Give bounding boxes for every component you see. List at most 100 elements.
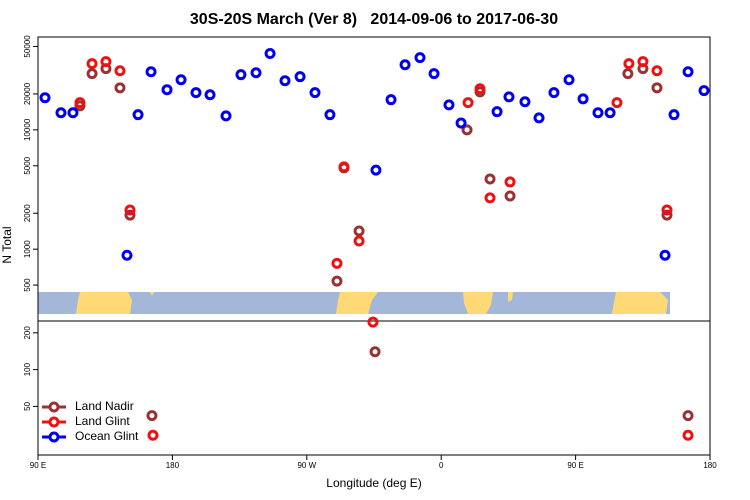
point bbox=[533, 112, 545, 124]
point bbox=[235, 69, 247, 81]
point bbox=[220, 110, 232, 122]
point bbox=[455, 117, 467, 129]
point bbox=[132, 109, 144, 121]
point bbox=[294, 71, 306, 83]
x-tick-label: 180 bbox=[703, 461, 717, 470]
point bbox=[145, 66, 157, 78]
point bbox=[577, 93, 589, 105]
point bbox=[86, 68, 98, 80]
y-tick-label: 20000 bbox=[23, 82, 32, 105]
x-axis-label: Longitude (deg E) bbox=[326, 476, 421, 490]
point bbox=[175, 74, 187, 86]
point bbox=[428, 68, 440, 80]
point bbox=[67, 107, 79, 119]
y-tick-label: 2000 bbox=[23, 204, 32, 222]
y-tick-label: 1000 bbox=[23, 240, 32, 258]
point bbox=[331, 257, 343, 269]
x-tick-label: 90 W bbox=[297, 461, 316, 470]
point bbox=[146, 410, 158, 422]
point bbox=[324, 109, 336, 121]
legend-marker bbox=[48, 431, 60, 443]
point bbox=[484, 173, 496, 185]
x-tick-label: 90 E bbox=[30, 461, 46, 470]
x-tick-label: 90 E bbox=[567, 461, 583, 470]
legend-label: Ocean Glint bbox=[75, 429, 139, 443]
point bbox=[385, 94, 397, 106]
x-tick-label: 180 bbox=[166, 461, 180, 470]
point bbox=[250, 67, 262, 79]
point bbox=[503, 91, 515, 103]
y-tick-label: 10000 bbox=[23, 118, 32, 141]
point bbox=[124, 204, 136, 216]
point bbox=[651, 65, 663, 77]
point bbox=[414, 52, 426, 64]
point bbox=[370, 164, 382, 176]
x-tick-label: 0 bbox=[439, 461, 444, 470]
point bbox=[121, 249, 133, 261]
point bbox=[399, 59, 411, 71]
point bbox=[548, 87, 560, 99]
y-tick-label: 50000 bbox=[23, 35, 32, 58]
point bbox=[611, 97, 623, 109]
point bbox=[461, 124, 473, 136]
point bbox=[367, 316, 379, 328]
legend-label: Land Glint bbox=[75, 414, 130, 428]
y-tick-label: 500 bbox=[23, 278, 32, 292]
point bbox=[74, 97, 86, 109]
point bbox=[604, 107, 616, 119]
point bbox=[147, 429, 159, 441]
chart-title: 30S-20S March (Ver 8) 2014-09-06 to 2017… bbox=[190, 11, 558, 28]
point bbox=[86, 58, 98, 70]
point bbox=[462, 97, 474, 109]
point bbox=[622, 68, 634, 80]
point bbox=[190, 87, 202, 99]
y-axis-label: N Total bbox=[0, 226, 14, 263]
point bbox=[39, 92, 51, 104]
point bbox=[504, 176, 516, 188]
point bbox=[698, 85, 710, 97]
point bbox=[338, 161, 350, 173]
legend-label: Land Nadir bbox=[75, 399, 134, 413]
point bbox=[161, 84, 173, 96]
point bbox=[491, 106, 503, 118]
point bbox=[563, 74, 575, 86]
point bbox=[114, 65, 126, 77]
point bbox=[124, 209, 136, 221]
point bbox=[474, 83, 486, 95]
point bbox=[353, 225, 365, 237]
point bbox=[504, 190, 516, 202]
legend-marker bbox=[48, 401, 60, 413]
point bbox=[204, 89, 216, 101]
point bbox=[519, 96, 531, 108]
plot-frame bbox=[37, 36, 711, 456]
point bbox=[623, 58, 635, 70]
legend-marker bbox=[48, 416, 60, 428]
point bbox=[353, 235, 365, 247]
point bbox=[651, 82, 663, 94]
point bbox=[55, 107, 67, 119]
point bbox=[309, 87, 321, 99]
point bbox=[331, 275, 343, 287]
point bbox=[279, 75, 291, 87]
point bbox=[100, 56, 112, 68]
y-tick-label: 50 bbox=[23, 401, 32, 410]
point bbox=[661, 204, 673, 216]
point bbox=[592, 107, 604, 119]
point bbox=[661, 209, 673, 221]
point bbox=[443, 99, 455, 111]
point bbox=[682, 410, 694, 422]
point bbox=[637, 56, 649, 68]
y-tick-label: 5000 bbox=[23, 156, 32, 174]
point bbox=[659, 249, 671, 261]
point bbox=[682, 429, 694, 441]
point bbox=[114, 82, 126, 94]
y-tick-label: 100 bbox=[23, 362, 32, 376]
point bbox=[484, 192, 496, 204]
point bbox=[682, 66, 694, 78]
map-strip bbox=[38, 292, 670, 314]
point bbox=[264, 48, 276, 60]
y-tick-label: 200 bbox=[23, 326, 32, 340]
point bbox=[668, 109, 680, 121]
point bbox=[369, 346, 381, 358]
